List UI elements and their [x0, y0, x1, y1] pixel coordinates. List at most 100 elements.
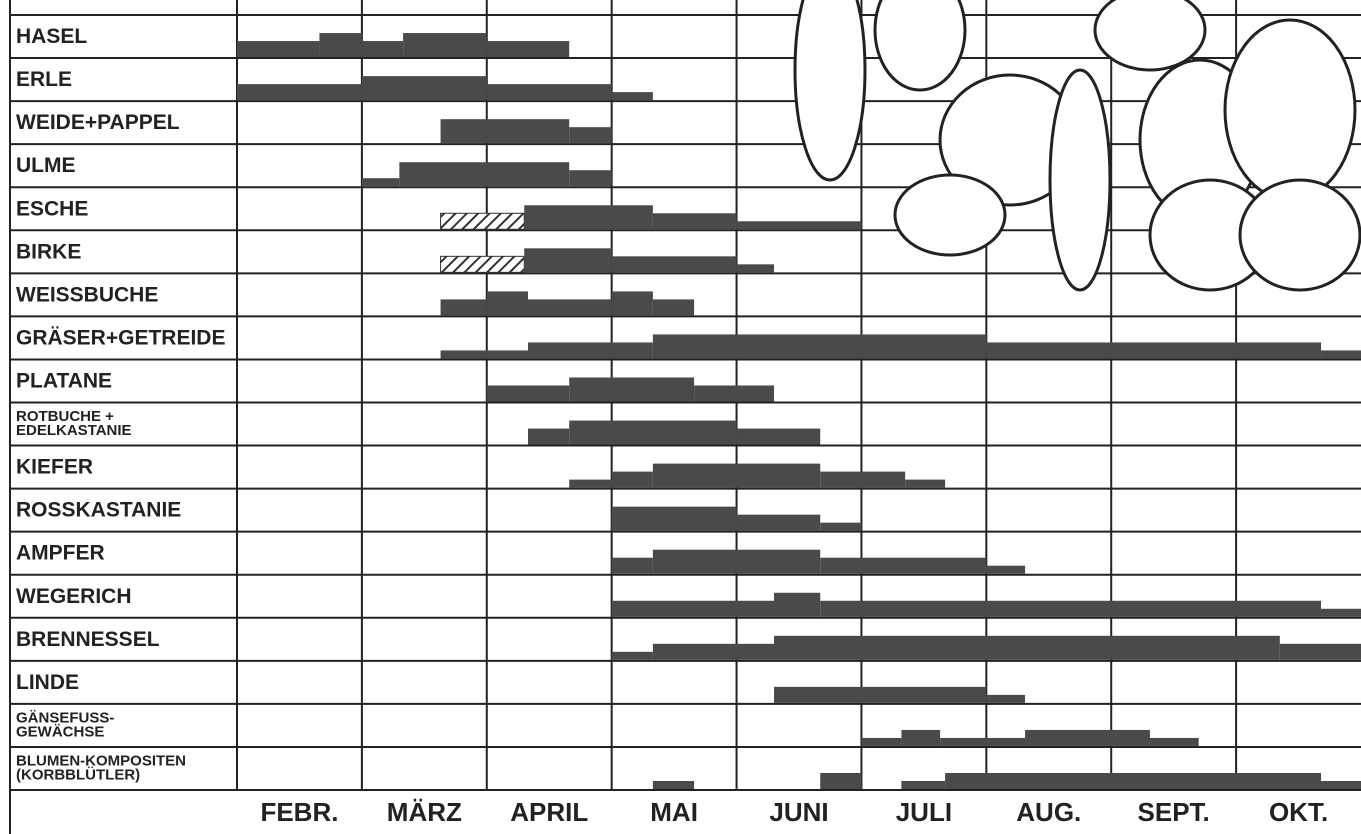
pollen-bar [527, 428, 570, 445]
pollen-bar [652, 299, 695, 316]
pollen-bar [569, 420, 737, 445]
row-label: ERLE [16, 68, 72, 91]
pollen-bar [861, 737, 902, 746]
pollen-bar [774, 592, 821, 617]
pollen-bar [611, 471, 653, 488]
pollen-bar [611, 506, 737, 531]
pollen-bar [652, 213, 737, 230]
pollen-bar [986, 342, 1322, 359]
pollen-bar [527, 299, 612, 316]
row-label: GRÄSER+GETREIDE [16, 326, 225, 349]
pollen-bar [486, 291, 528, 316]
pollen-bar [440, 119, 570, 144]
pollen-bar [1279, 643, 1361, 660]
pollen-bar [652, 334, 987, 359]
pollen-bar [524, 205, 653, 230]
pollen-bar [820, 773, 862, 789]
pollen-bar [611, 600, 775, 617]
pollen-bar [945, 773, 1322, 789]
pollen-bar [611, 291, 653, 316]
pollen-bar [694, 385, 775, 402]
row-label: ULME [16, 154, 76, 177]
pollen-bar [486, 84, 612, 101]
row-label: HASEL [16, 25, 87, 48]
bars [237, 33, 1361, 789]
pollen-bar [901, 729, 941, 746]
pollen-bar [399, 162, 570, 187]
pollen-bar [611, 256, 737, 273]
month-label: JUNI [769, 797, 828, 827]
row-label: GEWÄCHSE [16, 723, 104, 740]
pollen-bar [652, 463, 821, 488]
pollen-bar [403, 33, 487, 58]
pollen-bar [736, 264, 775, 273]
row-label: ROTBUCHE + [16, 408, 114, 425]
pollen-bar [611, 557, 653, 574]
pollen-bar [652, 549, 821, 574]
pollen-bar [736, 221, 862, 230]
pollen-bar [319, 33, 362, 58]
pollen-bar [774, 686, 987, 703]
pollen-bar [569, 377, 695, 402]
month-label: AUG. [1016, 797, 1081, 827]
row-label: ESCHE [16, 197, 88, 220]
row-label: PLATANE [16, 370, 112, 393]
pollen-bar [486, 385, 570, 402]
row-label: GÄNSEFUSS- [16, 709, 114, 726]
pollen-bar [361, 178, 400, 187]
pollen-bar [652, 643, 775, 660]
pollen-bar [237, 41, 320, 58]
row-label: BRENNESSEL [16, 628, 160, 651]
pollen-bar [611, 92, 653, 101]
row-label: LINDE [16, 671, 79, 694]
pollen-bar [440, 212, 525, 230]
month-label: SEPT. [1138, 797, 1210, 827]
pollen-bar [1025, 729, 1150, 746]
row-label: BLUMEN-KOMPOSITEN [16, 752, 186, 769]
pollen-bar [652, 781, 695, 789]
month-label: MAI [650, 797, 698, 827]
pollen-bar [1321, 781, 1361, 789]
pollen-bar [774, 635, 1280, 660]
month-label: APRIL [510, 797, 588, 827]
row-label: AMPFER [16, 542, 105, 565]
pollen-bar [569, 170, 612, 187]
pollen-bar [527, 342, 653, 359]
pollen-bar [440, 299, 487, 316]
pollen-bar [736, 514, 821, 531]
row-label: KIEFER [16, 456, 93, 479]
month-label: OKT. [1269, 797, 1328, 827]
pollen-bar [611, 651, 653, 660]
pollen-bar [820, 557, 987, 574]
pollen-bar [901, 781, 946, 789]
pollen-bar [1321, 608, 1361, 617]
row-label: WEGERICH [16, 585, 132, 608]
pollen-bar [569, 479, 612, 488]
row-label: ROSSKASTANIE [16, 499, 181, 522]
illustration [793, 0, 1361, 292]
pollen-bar [820, 522, 862, 531]
pollen-bar [361, 76, 487, 101]
pollen-bar [486, 41, 570, 58]
pollen-bar [1149, 737, 1199, 746]
pollen-bar [986, 694, 1026, 703]
row-label: (KORBBLÜTLER) [16, 766, 140, 783]
month-label: MÄRZ [387, 797, 462, 827]
row-label: EDELKASTANIE [16, 422, 132, 439]
pollen-bar [1321, 350, 1361, 359]
month-label: FEBR. [260, 797, 338, 827]
row-label: BIRKE [16, 240, 81, 263]
pollen-bar [524, 248, 612, 273]
month-label: JULI [896, 797, 952, 827]
row-label: WEIDE+PAPPEL [16, 111, 180, 134]
pollen-bar [820, 600, 1322, 617]
pollen-bar [237, 84, 362, 101]
pollen-bar [986, 565, 1026, 574]
row-label: WEISSBUCHE [16, 283, 158, 306]
pollen-bar [361, 41, 404, 58]
pollen-bar [736, 428, 821, 445]
pollen-bar [569, 127, 612, 144]
pollen-bar [820, 471, 906, 488]
pollen-bar [440, 350, 528, 359]
